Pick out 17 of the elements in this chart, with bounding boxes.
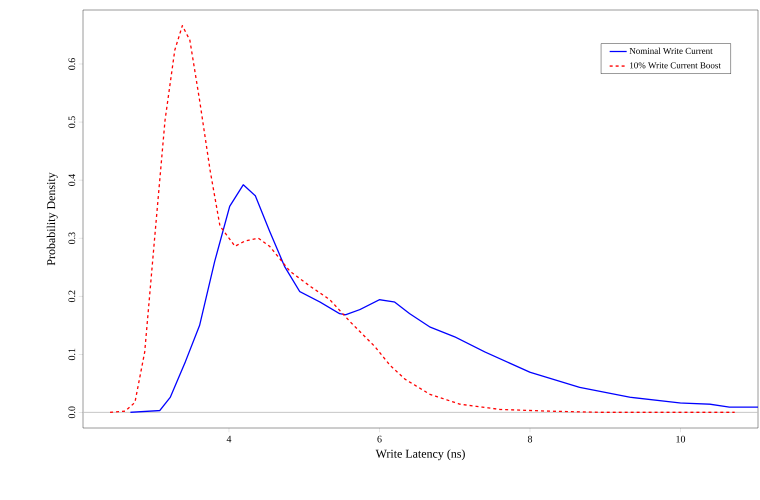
x-tick-label: 8 <box>528 436 532 442</box>
line-series <box>130 184 758 413</box>
y-tick-label: 0.2 <box>68 290 76 302</box>
y-tick-label: 0.0 <box>68 406 76 418</box>
x-axis-title: Write Latency (ns) <box>376 449 465 460</box>
y-axis-title: Probability Density <box>46 172 58 266</box>
x-tick-label: 4 <box>226 436 232 442</box>
legend-label: 10% Write Current Boost <box>630 62 721 68</box>
y-tick-label: 0.5 <box>68 116 76 128</box>
y-tick-label: 0.4 <box>68 174 76 186</box>
y-tick-label: 0.1 <box>68 348 76 360</box>
legend-label: Nominal Write Current <box>630 48 713 54</box>
x-tick-label: 10 <box>676 436 686 442</box>
x-tick-label: 6 <box>377 436 382 442</box>
line-series <box>109 25 736 413</box>
y-tick-label: 0.6 <box>68 58 76 70</box>
y-tick-label: 0.3 <box>68 232 76 244</box>
